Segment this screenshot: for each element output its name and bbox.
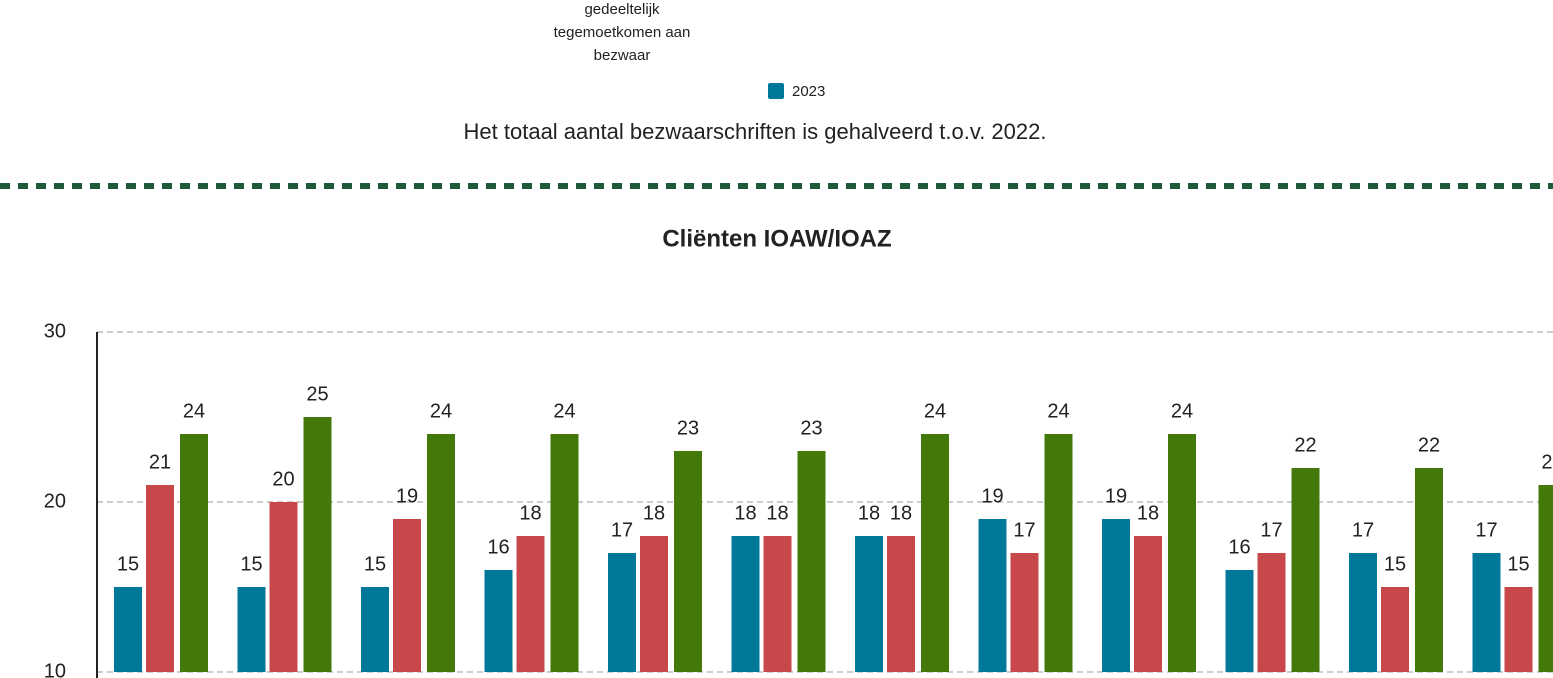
- bar: [1168, 434, 1196, 672]
- category-label: gedeeltelijk: [584, 1, 660, 18]
- data-label: 15: [117, 553, 139, 575]
- bar: [731, 536, 760, 672]
- bar: [1257, 553, 1286, 672]
- data-label: 21: [149, 451, 171, 473]
- y-tick-label: 30: [44, 320, 66, 342]
- data-label: 24: [1171, 400, 1193, 422]
- bar: [516, 536, 545, 672]
- bar: [269, 502, 298, 672]
- data-label: 15: [1384, 553, 1406, 575]
- data-label: 23: [677, 417, 699, 439]
- bar: [887, 536, 915, 672]
- data-label: 23: [800, 417, 822, 439]
- data-label: 17: [1013, 519, 1035, 541]
- data-label: 24: [924, 400, 946, 422]
- bar: [1349, 553, 1377, 672]
- bar: [146, 485, 174, 672]
- bar: [1044, 434, 1073, 672]
- data-label: 19: [396, 485, 418, 507]
- data-label: 15: [240, 553, 262, 575]
- data-label: 18: [858, 502, 880, 524]
- y-tick-label: 20: [44, 490, 66, 512]
- legend-label: 2023: [792, 83, 825, 100]
- bar: [427, 434, 455, 672]
- category-label: bezwaar: [594, 47, 651, 64]
- legend-swatch: [768, 83, 784, 99]
- chart: 10 20 30 15 15 15 16 17 18 18 19 19 16 17 17 21 20 19 18 18…: [44, 320, 1553, 678]
- data-label: 20: [272, 468, 294, 490]
- bar: [978, 519, 1007, 672]
- data-label: 18: [643, 502, 665, 524]
- bar: [303, 417, 332, 672]
- bar: [1538, 485, 1553, 672]
- bar: [550, 434, 579, 672]
- data-label: 15: [364, 553, 386, 575]
- previous-chart-tail: gedeeltelijk tegemoetkomen aan bezwaar 2…: [464, 1, 1047, 144]
- data-label: 18: [519, 502, 541, 524]
- bar: [237, 587, 266, 672]
- data-label: 17: [1260, 519, 1282, 541]
- bar: [1010, 553, 1039, 672]
- bar: [921, 434, 949, 672]
- data-label: 19: [1105, 485, 1127, 507]
- bar: [1415, 468, 1443, 672]
- data-label: 16: [1228, 536, 1250, 558]
- data-label: 18: [766, 502, 788, 524]
- data-label: 24: [1047, 400, 1069, 422]
- bar: [1134, 536, 1162, 672]
- bar: [1504, 587, 1533, 672]
- bar: [114, 587, 142, 672]
- bar: [361, 587, 389, 672]
- bar: [674, 451, 702, 672]
- bar: [1381, 587, 1409, 672]
- data-label: 18: [734, 502, 756, 524]
- bar: [797, 451, 826, 672]
- note: Het totaal aantal bezwaarschriften is ge…: [464, 119, 1047, 144]
- data-label: 15: [1507, 553, 1529, 575]
- bar: [1102, 519, 1130, 672]
- chart-title: Cliënten IOAW/IOAZ: [662, 225, 891, 252]
- bar: [484, 570, 513, 672]
- bar: [1291, 468, 1320, 672]
- data-label: 18: [1137, 502, 1159, 524]
- data-label: 24: [430, 400, 452, 422]
- data-label: 16: [487, 536, 509, 558]
- data-label: 17: [611, 519, 633, 541]
- bar: [1225, 570, 1254, 672]
- category-label: tegemoetkomen aan: [554, 24, 691, 41]
- bar: [640, 536, 668, 672]
- data-label: 17: [1352, 519, 1374, 541]
- y-tick-label: 10: [44, 660, 66, 678]
- data-label: 25: [306, 383, 328, 405]
- bar: [393, 519, 421, 672]
- bar: [608, 553, 636, 672]
- bar: [855, 536, 883, 672]
- data-label: 18: [890, 502, 912, 524]
- data-label: 19: [981, 485, 1003, 507]
- data-label: 22: [1294, 434, 1316, 456]
- data-label: 22: [1418, 434, 1440, 456]
- bar: [763, 536, 792, 672]
- data-label: 24: [183, 400, 205, 422]
- data-label: 21: [1541, 451, 1553, 473]
- data-label: 24: [553, 400, 575, 422]
- bar: [180, 434, 208, 672]
- data-label: 17: [1475, 519, 1497, 541]
- bar: [1472, 553, 1501, 672]
